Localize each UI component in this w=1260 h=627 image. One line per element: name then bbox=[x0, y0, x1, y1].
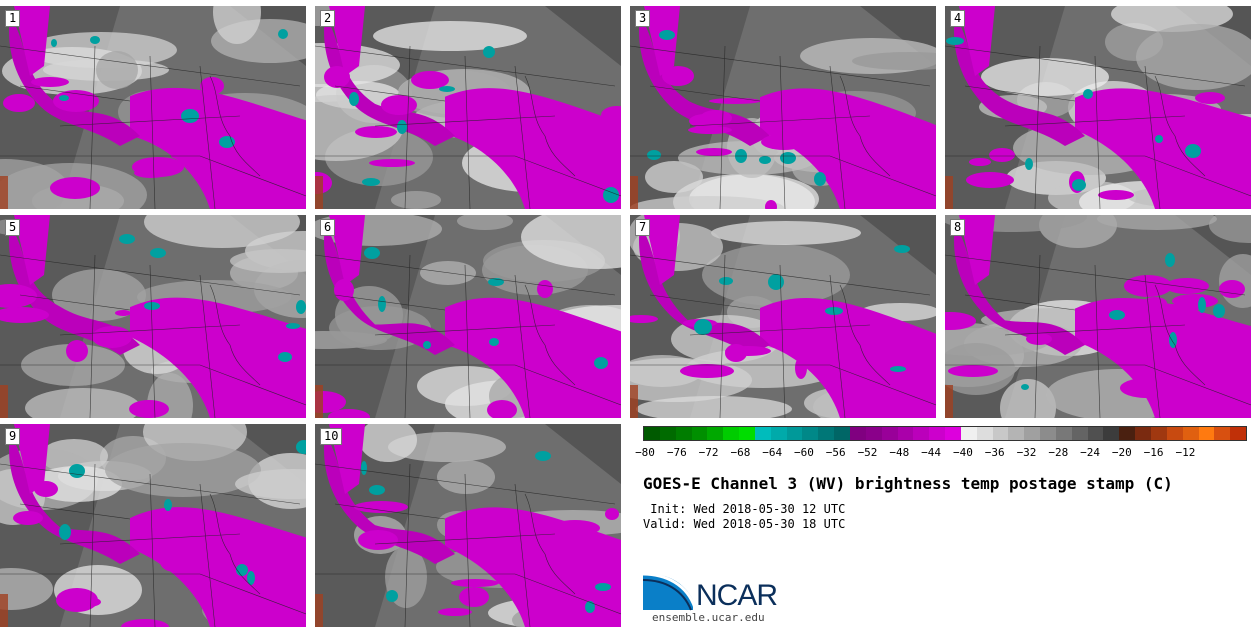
colorbar-tick-label: −12 bbox=[1175, 446, 1196, 459]
colorbar-tick-label: −44 bbox=[921, 446, 942, 459]
postage-stamp-map: 10 bbox=[315, 424, 621, 627]
colorbar-cell bbox=[865, 427, 882, 440]
colorbar-tick-label: −80 bbox=[635, 446, 655, 459]
colorbar-cell bbox=[1151, 427, 1167, 440]
colorbar-cell bbox=[992, 427, 1009, 440]
colorbar-cell bbox=[1071, 427, 1088, 440]
colorbar-tick-label: −64 bbox=[762, 446, 783, 459]
colorbar-cell bbox=[945, 427, 961, 440]
colorbar-tick-label: −28 bbox=[1048, 446, 1069, 459]
colorbar-cell bbox=[1135, 427, 1151, 440]
colorbar-tick-label: −52 bbox=[857, 446, 878, 459]
water-vapor-map bbox=[0, 215, 306, 418]
colorbar-cell bbox=[659, 427, 676, 440]
stamp-number-label: 2 bbox=[320, 10, 336, 27]
postage-stamp-map: 5 bbox=[0, 215, 306, 418]
postage-stamp-map: 7 bbox=[630, 215, 936, 418]
colorbar-cell bbox=[1230, 427, 1247, 440]
water-vapor-map bbox=[0, 424, 306, 627]
water-vapor-map bbox=[630, 6, 936, 209]
ncar-logo-icon bbox=[643, 572, 697, 611]
stamp-number-label: 9 bbox=[5, 428, 21, 445]
colorbar-ticks: −80 −76 −72 −68 −64 −60 −56 −52 −48 −44 −40 −36 −32−… bbox=[635, 446, 1247, 460]
colorbar-cell bbox=[1119, 427, 1136, 440]
postage-stamp-map: 2 bbox=[315, 6, 621, 209]
colorbar-tick-label: −60 bbox=[793, 446, 814, 459]
colorbar-cell bbox=[1055, 427, 1072, 440]
colorbar-tick-label: −20 bbox=[1111, 446, 1132, 459]
postage-stamp-map: 8 bbox=[945, 215, 1251, 418]
stamp-number-label: 4 bbox=[950, 10, 966, 27]
stamp-number-label: 1 bbox=[5, 10, 21, 27]
colorbar-cell bbox=[1198, 427, 1215, 440]
postage-stamp-map: 3 bbox=[630, 6, 936, 209]
stamp-number-label: 6 bbox=[320, 219, 336, 236]
postage-stamp-map: 4 bbox=[945, 6, 1251, 209]
colorbar-tick-label: −24 bbox=[1080, 446, 1101, 459]
colorbar-tick-label: −36 bbox=[984, 446, 1005, 459]
water-vapor-map bbox=[315, 6, 621, 209]
site-url: ensemble.ucar.edu bbox=[652, 611, 765, 624]
colorbar-cell bbox=[1182, 427, 1199, 440]
colorbar-tick-label: −56 bbox=[825, 446, 846, 459]
stamp-number-label: 8 bbox=[950, 219, 966, 236]
stamp-number-label: 7 bbox=[635, 219, 651, 236]
postage-stamp-map: 1 bbox=[0, 6, 306, 209]
colorbar-cell bbox=[929, 427, 946, 440]
colorbar-cell bbox=[1166, 427, 1183, 440]
colorbar-cell bbox=[976, 427, 993, 440]
colorbar-cell bbox=[818, 427, 835, 440]
postage-stamp-map: 9 bbox=[0, 424, 306, 627]
water-vapor-map bbox=[315, 215, 621, 418]
colorbar-tick-label: −40 bbox=[952, 446, 973, 459]
colorbar-tick-label: −72 bbox=[698, 446, 719, 459]
valid-time: Valid: Wed 2018-05-30 18 UTC bbox=[643, 517, 846, 531]
colorbar-cell bbox=[913, 427, 930, 440]
colorbar-cell bbox=[881, 427, 898, 440]
stamp-number-label: 10 bbox=[320, 428, 343, 445]
colorbar-cell bbox=[849, 427, 866, 440]
ncar-logo-text: NCAR bbox=[696, 579, 778, 612]
colorbar bbox=[643, 426, 1247, 441]
colorbar-cell bbox=[1214, 427, 1231, 440]
water-vapor-map bbox=[945, 6, 1251, 209]
water-vapor-map bbox=[630, 215, 936, 418]
colorbar-cell bbox=[1103, 427, 1120, 440]
colorbar-cell bbox=[1024, 427, 1041, 440]
colorbar-cell bbox=[754, 427, 771, 440]
colorbar-cell bbox=[644, 427, 660, 440]
colorbar-cell bbox=[691, 427, 708, 440]
stamp-number-label: 3 bbox=[635, 10, 651, 27]
colorbar-tick-label: −68 bbox=[730, 446, 751, 459]
water-vapor-map bbox=[315, 424, 621, 627]
water-vapor-map bbox=[0, 6, 306, 209]
colorbar-cell bbox=[707, 427, 724, 440]
colorbar-cell bbox=[723, 427, 740, 440]
figure-title: GOES-E Channel 3 (WV) brightness temp po… bbox=[643, 474, 1173, 493]
colorbar-tick-label: −16 bbox=[1143, 446, 1164, 459]
stamp-number-label: 5 bbox=[5, 219, 21, 236]
colorbar-cell bbox=[675, 427, 692, 440]
colorbar-cell bbox=[786, 427, 803, 440]
colorbar-cell bbox=[960, 427, 977, 440]
init-time: Init: Wed 2018-05-30 12 UTC bbox=[643, 502, 846, 516]
colorbar-cell bbox=[802, 427, 819, 440]
colorbar-cell bbox=[1040, 427, 1056, 440]
colorbar-tick-label: −32 bbox=[1016, 446, 1037, 459]
postage-stamp-map: 6 bbox=[315, 215, 621, 418]
colorbar-cell bbox=[1008, 427, 1025, 440]
colorbar-cell bbox=[739, 427, 755, 440]
colorbar-cell bbox=[834, 427, 850, 440]
colorbar-tick-label: −48 bbox=[889, 446, 910, 459]
colorbar-cell bbox=[1087, 427, 1104, 440]
colorbar-cell bbox=[897, 427, 914, 440]
colorbar-cell bbox=[770, 427, 787, 440]
colorbar-tick-label: −76 bbox=[666, 446, 687, 459]
water-vapor-map bbox=[945, 215, 1251, 418]
